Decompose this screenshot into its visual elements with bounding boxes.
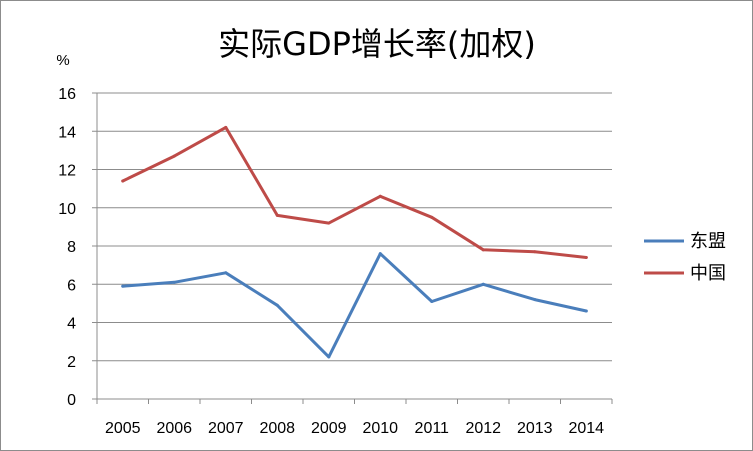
legend-label: 中国 [690, 263, 726, 284]
y-tick-label: 14 [58, 124, 76, 141]
data-point [275, 303, 279, 307]
x-tick-label: 2013 [517, 420, 553, 437]
chart-title: 实际GDP增长率(加权) [218, 25, 536, 63]
x-tick-label: 2008 [259, 420, 295, 437]
y-tick-label: 16 [58, 86, 76, 103]
data-point [584, 255, 588, 259]
x-tick-label: 2012 [465, 420, 501, 437]
data-point [481, 248, 485, 252]
y-axis-unit-label: % [56, 52, 69, 69]
legend-label: 东盟 [690, 231, 726, 252]
data-point [224, 271, 228, 275]
data-point [172, 280, 176, 284]
series-line-1 [121, 252, 588, 359]
y-tick-label: 8 [67, 239, 76, 256]
x-tick-label: 2011 [415, 420, 450, 437]
data-point [121, 284, 125, 288]
data-point [327, 221, 331, 225]
x-tick-label: 2010 [362, 420, 398, 437]
series-line-2 [121, 125, 588, 259]
data-point [378, 194, 382, 198]
y-tick-label: 10 [58, 201, 76, 218]
x-tick-label: 2005 [105, 420, 141, 437]
data-point [584, 309, 588, 313]
data-point [224, 125, 228, 129]
y-tick-label: 6 [67, 277, 76, 294]
data-point [533, 250, 537, 254]
data-point [327, 355, 331, 359]
y-tick-label: 4 [67, 316, 76, 333]
x-tick-label: 2014 [568, 420, 604, 437]
y-tick-label: 12 [58, 163, 76, 180]
x-tick-label: 2006 [156, 420, 192, 437]
data-point [378, 252, 382, 256]
y-tick-label: 2 [67, 354, 76, 371]
data-point [533, 298, 537, 302]
data-point [430, 215, 434, 219]
y-tick-label: 0 [67, 392, 76, 409]
x-tick-label: 2007 [208, 420, 244, 437]
data-point [172, 154, 176, 158]
data-point [481, 282, 485, 286]
x-tick-label: 2009 [311, 420, 347, 437]
data-point [275, 213, 279, 217]
data-point [121, 179, 125, 183]
data-point [430, 299, 434, 303]
